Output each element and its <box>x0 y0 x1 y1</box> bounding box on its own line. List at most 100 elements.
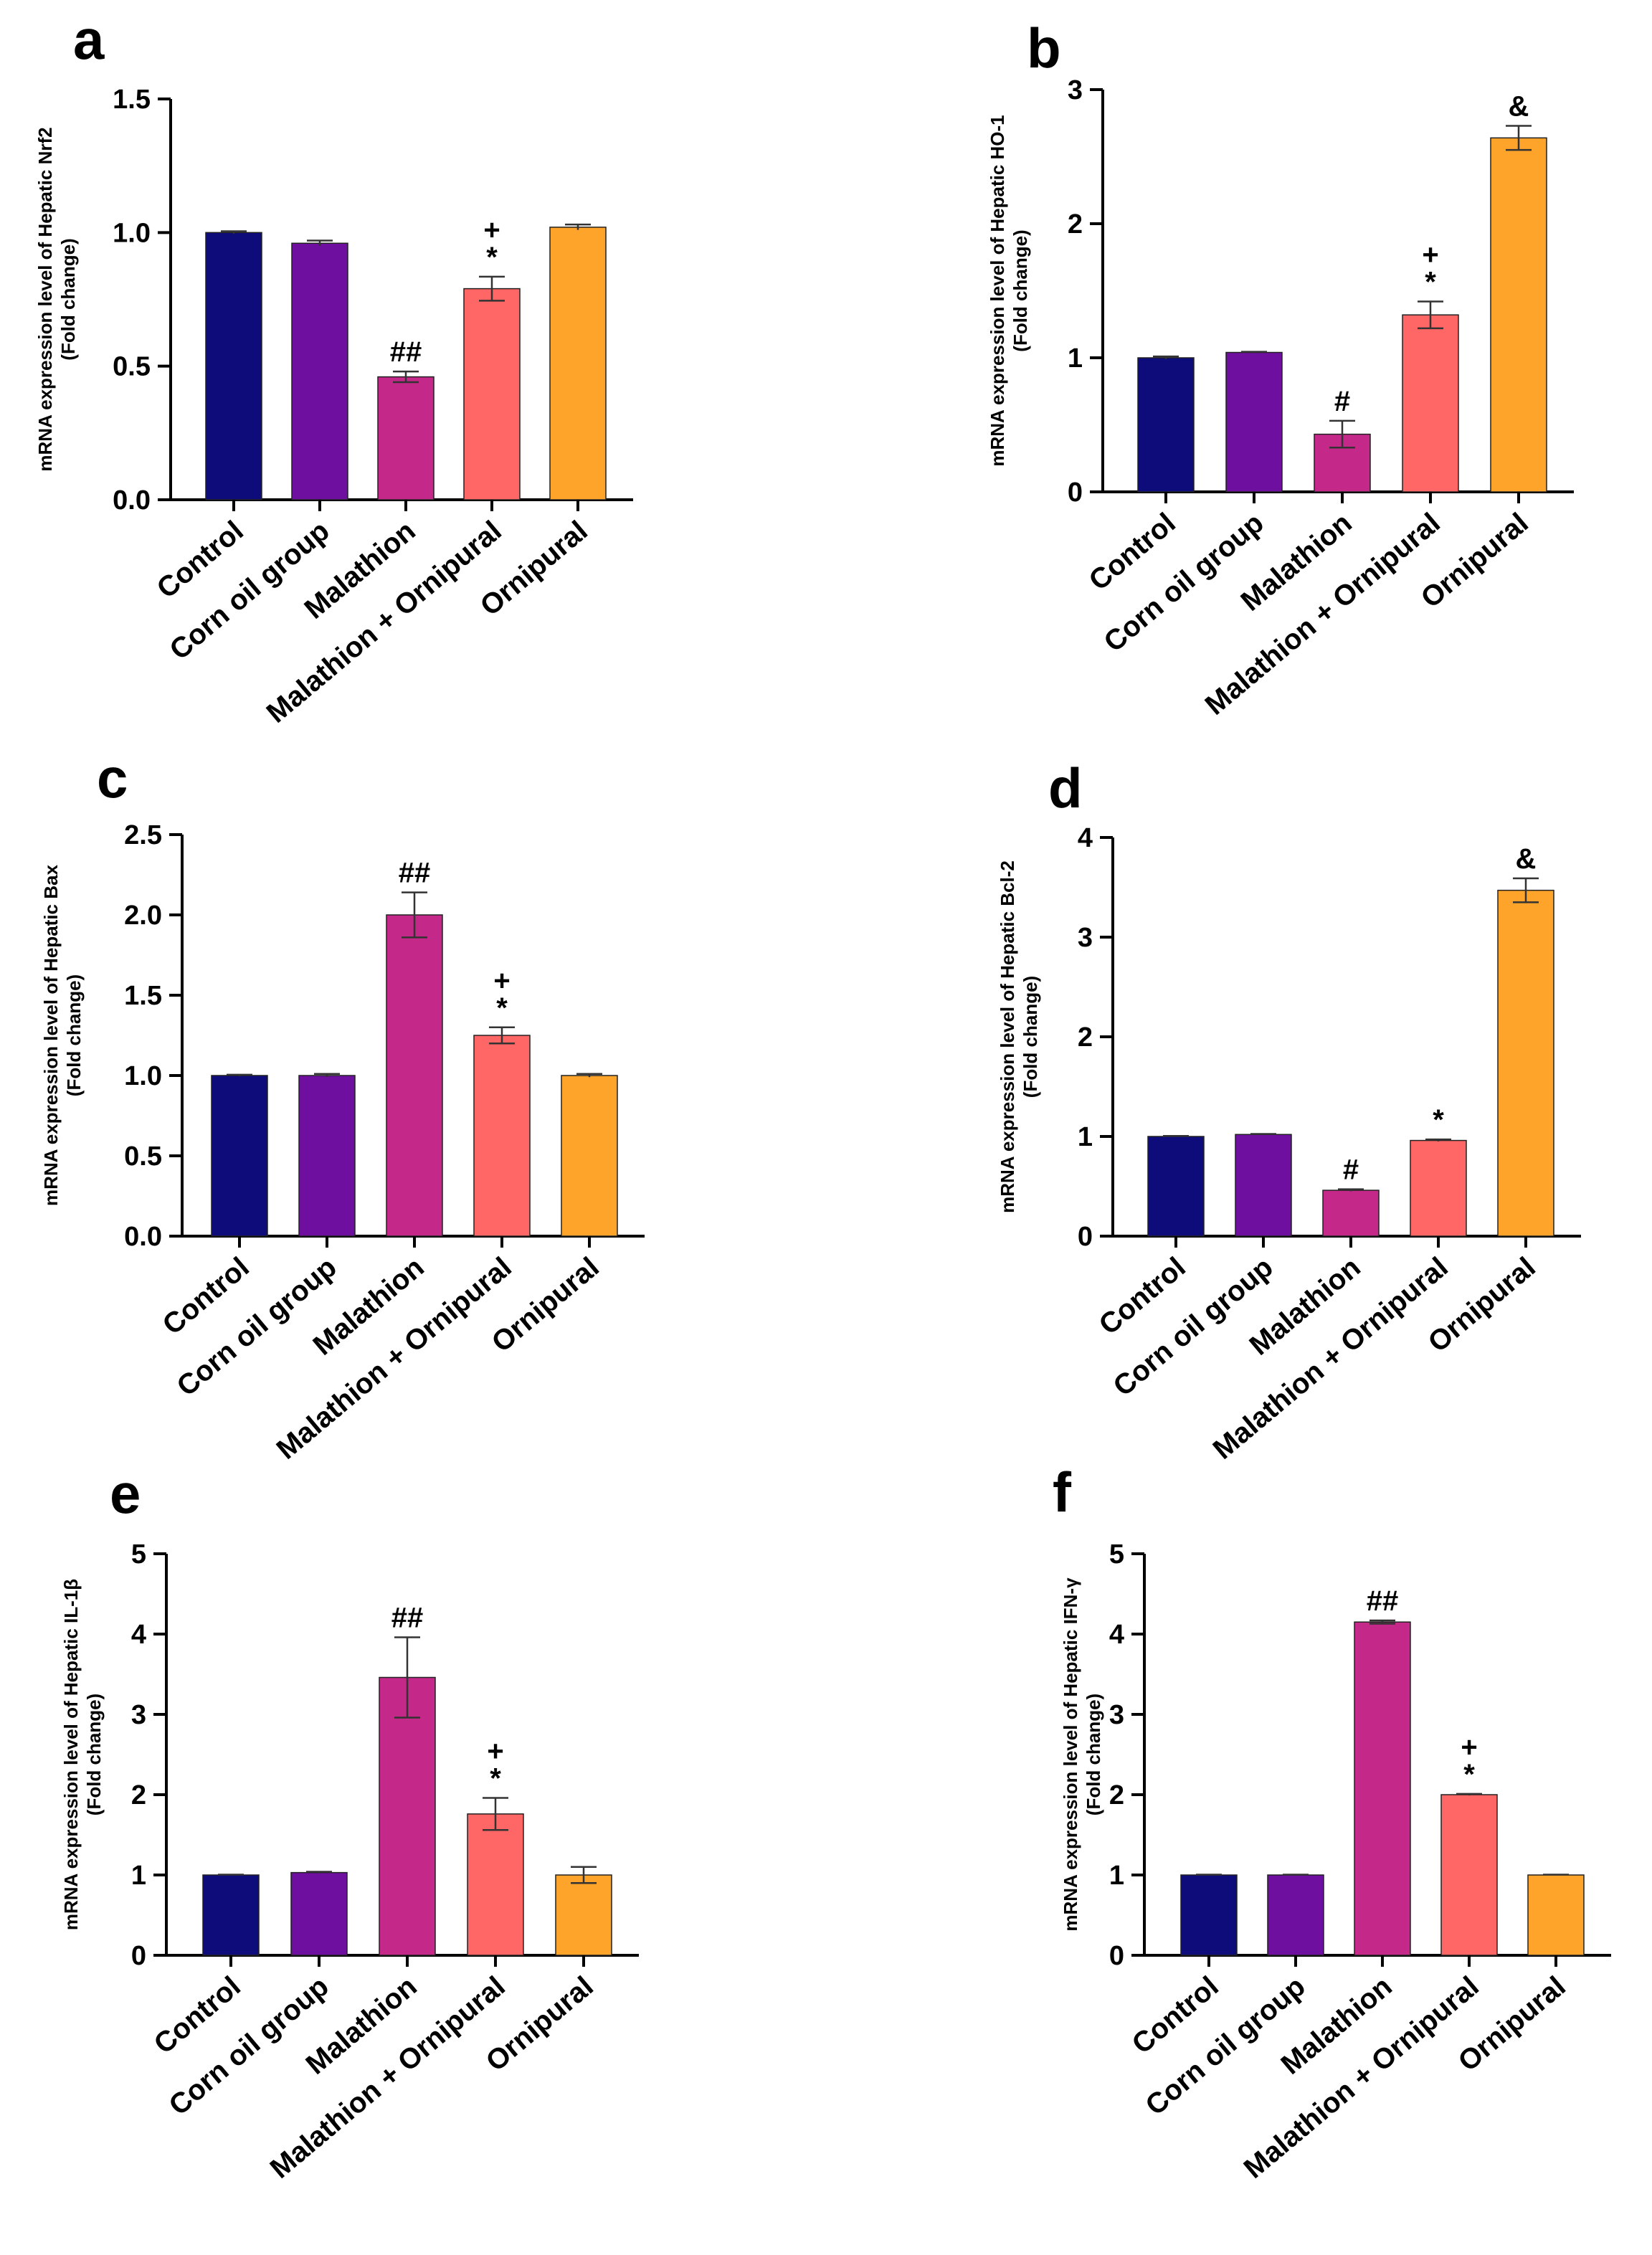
y-tick-label-e: 4 <box>131 1620 146 1650</box>
panel-letter-c: c <box>97 746 128 810</box>
y-axis-label-a: mRNA expression level of Hepatic Nrf2 <box>34 127 56 471</box>
x-tick-label-corn-oil-group-d: Corn oil group <box>1107 1251 1278 1402</box>
significance-label-malathion-a: ## <box>390 336 422 368</box>
bar-malathion-ornipural-a <box>463 288 521 500</box>
y-tick-label-f: 1 <box>1109 1861 1124 1891</box>
bar-malathion-e <box>379 1676 436 1956</box>
y-tick-label-c: 1.5 <box>124 981 162 1011</box>
y-tick-label-e: 1 <box>131 1861 146 1891</box>
significance-label-malathion-b: # <box>1334 386 1350 417</box>
bar-ornipural-a <box>549 227 607 500</box>
y-tick-label-d: 2 <box>1078 1022 1093 1053</box>
chart-panel-c: c mRNA expression level of Hepatic Bax (Fo… <box>40 746 645 1466</box>
y-tick-label-f: 4 <box>1109 1620 1124 1650</box>
bar-malathion-ornipural-b <box>1402 314 1459 493</box>
y-axis-sublabel-e: (Fold change) <box>83 1694 105 1815</box>
significance-label-malathion-ornipural-c: + <box>493 965 510 997</box>
bar-corn-oil-group-e <box>290 1871 348 1956</box>
bar-corn-oil-group-a <box>291 242 348 500</box>
y-tick-label-f: 5 <box>1109 1539 1124 1570</box>
y-tick-label-d: 0 <box>1078 1222 1093 1252</box>
y-tick-label-a: 1.5 <box>113 85 151 115</box>
significance-label-ornipural-b: & <box>1509 90 1529 122</box>
y-axis-sublabel-a: (Fold change) <box>57 238 79 360</box>
y-axis-sublabel-d: (Fold change) <box>1020 976 1041 1098</box>
y-tick-label-b: 3 <box>1068 75 1083 105</box>
y-tick-label-f: 0 <box>1109 1941 1124 1971</box>
y-tick-label-a: 1.0 <box>113 218 151 248</box>
significance-label-malathion-c: ## <box>399 858 431 889</box>
bar-ornipural-c <box>561 1075 618 1237</box>
bar-malathion-ornipural-e <box>467 1813 524 1956</box>
y-axis-sublabel-c: (Fold change) <box>63 974 85 1096</box>
y-tick-label-c: 1.0 <box>124 1061 162 1091</box>
y-tick-label-c: 0.0 <box>124 1222 162 1252</box>
significance-label-malathion-ornipural-d: * <box>1433 1104 1444 1136</box>
y-axis-sublabel-b: (Fold change) <box>1010 229 1031 351</box>
significance-label-malathion-ornipural-b: + <box>1422 239 1438 270</box>
y-tick-label-f: 3 <box>1109 1700 1124 1730</box>
bar-corn-oil-group-b <box>1225 351 1283 493</box>
significance-label-malathion-d: # <box>1343 1154 1359 1186</box>
significance-label-malathion-f: ## <box>1367 1585 1399 1617</box>
y-tick-label-d: 3 <box>1078 923 1093 953</box>
chart-panel-b: b mRNA expression level of Hepatic HO-1 (F… <box>987 16 1574 721</box>
bar-ornipural-d <box>1497 889 1554 1237</box>
y-axis-label-d: mRNA expression level of Hepatic Bcl-2 <box>997 860 1018 1213</box>
y-tick-label-b: 0 <box>1068 478 1083 508</box>
y-tick-label-c: 2.0 <box>124 901 162 931</box>
y-tick-label-c: 2.5 <box>124 820 162 850</box>
y-tick-label-a: 0.0 <box>113 485 151 516</box>
y-tick-label-e: 0 <box>131 1941 146 1971</box>
significance-label-malathion-ornipural-a: + <box>483 214 500 246</box>
significance-label-malathion-ornipural-f: + <box>1461 1732 1477 1763</box>
bar-malathion-a <box>377 376 435 500</box>
bar-control-f <box>1180 1874 1238 1956</box>
y-axis-sublabel-f: (Fold change) <box>1083 1694 1104 1815</box>
chart-panel-f: f mRNA expression level of Hepatic IFN-γ(… <box>1053 1461 1611 2185</box>
bar-ornipural-b <box>1490 137 1547 493</box>
significance-label-malathion-e: ## <box>391 1602 424 1633</box>
panel-letter-a: a <box>73 8 105 71</box>
chart-panel-e: e mRNA expression level of Hepatic IL-1β(… <box>60 1462 639 2185</box>
bar-corn-oil-group-c <box>298 1075 356 1237</box>
y-tick-label-a: 0.5 <box>113 352 151 382</box>
bar-malathion-d <box>1322 1190 1380 1237</box>
y-tick-label-d: 4 <box>1078 823 1093 853</box>
bar-control-a <box>205 232 262 500</box>
bar-control-b <box>1137 357 1195 493</box>
significance-label-malathion-ornipural-a: * <box>486 242 498 273</box>
y-tick-label-c: 0.5 <box>124 1141 162 1172</box>
bar-control-e <box>202 1874 260 1956</box>
bar-ornipural-f <box>1527 1874 1585 1956</box>
x-tick-label-corn-oil-group-f: Corn oil group <box>1139 1970 1311 2122</box>
significance-label-malathion-ornipural-e: + <box>487 1735 503 1767</box>
y-tick-label-d: 1 <box>1078 1122 1093 1152</box>
significance-label-malathion-ornipural-e: * <box>490 1762 501 1794</box>
chart-panel-d: d mRNA expression level of Hepatic Bcl-2(… <box>997 756 1581 1466</box>
bar-control-c <box>211 1075 268 1237</box>
significance-label-malathion-ornipural-b: * <box>1425 266 1436 298</box>
bar-malathion-c <box>386 914 443 1237</box>
bar-malathion-f <box>1354 1621 1411 1956</box>
chart-panel-a: a mRNA expression level of Hepatic Nrf2 (F… <box>34 8 633 729</box>
y-axis-label-b: mRNA expression level of Hepatic HO-1 <box>987 115 1008 466</box>
bar-malathion-ornipural-d <box>1410 1139 1467 1237</box>
y-tick-label-e: 5 <box>131 1539 146 1570</box>
x-tick-label-corn-oil-group-e: Corn oil group <box>163 1970 334 2122</box>
significance-label-ornipural-d: & <box>1516 843 1537 875</box>
y-tick-label-f: 2 <box>1109 1780 1124 1810</box>
bar-corn-oil-group-d <box>1235 1134 1292 1237</box>
bar-ornipural-e <box>555 1874 612 1956</box>
panel-letter-d: d <box>1048 756 1083 820</box>
y-axis-label-e: mRNA expression level of Hepatic IL-1β <box>60 1579 82 1930</box>
significance-label-malathion-ornipural-f: * <box>1463 1759 1475 1790</box>
bar-control-d <box>1147 1136 1205 1237</box>
x-tick-label-corn-oil-group-a: Corn oil group <box>163 515 335 666</box>
y-tick-label-b: 2 <box>1068 209 1083 239</box>
panel-letter-b: b <box>1027 16 1061 80</box>
bar-corn-oil-group-f <box>1267 1874 1324 1956</box>
y-axis-label-f: mRNA expression level of Hepatic IFN-γ <box>1060 1577 1081 1932</box>
panel-letter-e: e <box>110 1462 141 1525</box>
